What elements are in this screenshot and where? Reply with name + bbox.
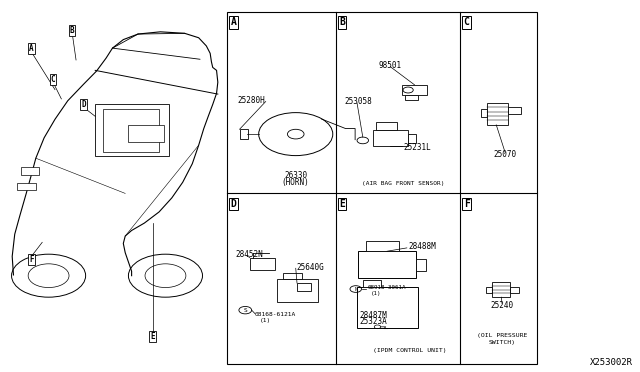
Text: C: C [51, 75, 56, 84]
Text: B: B [70, 26, 74, 35]
Bar [487, 103, 508, 125]
Text: S: S [243, 308, 247, 312]
Text: 25323A: 25323A [360, 317, 387, 326]
Text: 08918-3061A: 08918-3061A [367, 285, 406, 291]
Text: 28452N: 28452N [236, 250, 264, 259]
Text: 28487M: 28487M [360, 311, 387, 320]
Bar [376, 122, 397, 130]
Bar [402, 85, 428, 95]
Bar [227, 12, 537, 364]
Bar [486, 287, 492, 293]
Bar [95, 105, 169, 156]
Bar [129, 125, 164, 141]
Text: 25640G: 25640G [296, 263, 324, 272]
Text: (HORN): (HORN) [282, 178, 310, 187]
Bar [21, 167, 39, 175]
Bar [250, 257, 275, 270]
Text: 08168-6121A: 08168-6121A [255, 312, 296, 317]
Text: A: A [230, 17, 236, 28]
Bar [276, 279, 318, 302]
Bar [283, 273, 302, 279]
Text: B: B [339, 17, 345, 28]
Text: D: D [230, 199, 236, 209]
Text: E: E [339, 199, 345, 209]
Text: (IPDM CONTROL UNIT): (IPDM CONTROL UNIT) [372, 348, 446, 353]
Text: 26330: 26330 [284, 171, 307, 180]
Text: E: E [150, 331, 155, 341]
Bar [508, 107, 520, 114]
Text: C: C [464, 17, 470, 28]
Bar [416, 259, 426, 271]
Text: 98501: 98501 [379, 61, 402, 70]
Text: X253002R: X253002R [590, 358, 633, 367]
Text: 25231L: 25231L [403, 142, 431, 151]
Bar [364, 280, 381, 287]
Text: (1): (1) [259, 318, 271, 323]
Bar [366, 241, 399, 251]
Text: (1): (1) [371, 291, 381, 296]
Bar [239, 129, 248, 139]
Text: N: N [355, 286, 357, 292]
Text: 28488M: 28488M [408, 242, 436, 251]
Text: F: F [464, 199, 470, 209]
Text: 25240: 25240 [490, 301, 513, 310]
Text: A: A [29, 44, 34, 53]
Bar [492, 282, 510, 297]
Text: (AIR BAG FRONT SENSOR): (AIR BAG FRONT SENSOR) [362, 181, 444, 186]
Bar [373, 130, 408, 146]
Text: 253058: 253058 [345, 97, 372, 106]
Bar [481, 109, 487, 117]
Bar [408, 134, 416, 143]
Text: D: D [81, 100, 86, 109]
Bar [17, 183, 36, 190]
Text: 25070: 25070 [493, 150, 516, 159]
Bar [358, 251, 416, 278]
Text: SWITCH): SWITCH) [488, 340, 516, 345]
Bar [405, 95, 418, 100]
Bar [297, 283, 311, 291]
Bar [357, 287, 418, 328]
Bar [510, 287, 519, 294]
Text: 25280H: 25280H [237, 96, 265, 105]
Text: (OIL PRESSURE: (OIL PRESSURE [477, 333, 527, 338]
Text: F: F [29, 255, 34, 264]
Bar [103, 109, 159, 152]
